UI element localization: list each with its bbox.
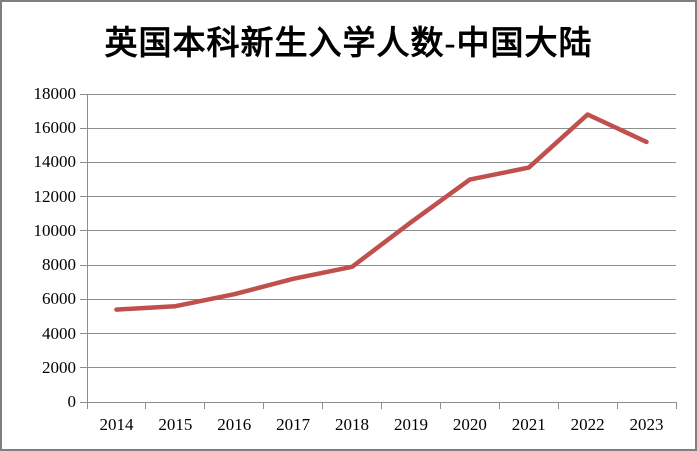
x-axis-tick <box>263 402 265 409</box>
x-axis-tick-label: 2019 <box>393 415 428 434</box>
x-axis-tick-label: 2018 <box>335 415 370 434</box>
y-axis-line <box>86 94 88 402</box>
line-series <box>114 112 649 312</box>
y-axis-tick <box>80 367 87 369</box>
y-axis-tick <box>80 161 87 163</box>
y-axis-tick-label: 18000 <box>33 84 77 103</box>
x-axis-tick-label: 2023 <box>629 415 664 434</box>
gridline <box>87 127 676 129</box>
y-axis-tick-label: 8000 <box>42 255 76 275</box>
chart-title: 英国本科新生入学人数-中国大陆 <box>104 26 593 62</box>
gridline <box>87 196 676 198</box>
y-axis-tick-label: 4000 <box>42 323 76 343</box>
y-axis-tick <box>80 298 87 300</box>
gridline <box>87 264 676 266</box>
x-axis-tick <box>498 402 500 409</box>
y-axis-tick-label: 12000 <box>33 186 77 206</box>
gridline <box>87 298 676 300</box>
x-axis-tick <box>322 402 324 409</box>
y-axis-tick <box>80 401 87 403</box>
y-axis-tick <box>80 93 87 95</box>
y-axis-tick-label: 10000 <box>33 220 77 240</box>
gridline <box>87 93 676 95</box>
x-axis-tick-label: 2016 <box>217 415 252 434</box>
x-axis-tick-label: 2021 <box>511 415 546 434</box>
enrollment-line <box>114 112 649 312</box>
y-axis-tick-label: 6000 <box>42 289 76 309</box>
y-axis-tick <box>80 333 87 335</box>
x-axis-tick <box>439 402 441 409</box>
y-axis-tick-label: 2000 <box>42 357 76 377</box>
x-axis-tick-label: 2017 <box>276 415 311 434</box>
plot-area <box>80 93 677 409</box>
x-axis-tick <box>381 402 382 409</box>
x-axis-tick <box>557 402 559 409</box>
x-axis-tick <box>675 402 677 409</box>
x-axis-tick-label: 2020 <box>452 415 487 434</box>
x-axis-tick-label: 2015 <box>158 415 193 434</box>
y-axis-tick <box>80 230 87 232</box>
gridline <box>87 230 676 232</box>
gridline <box>87 333 676 335</box>
y-axis-tick <box>80 264 87 266</box>
y-axis-tick-label: 16000 <box>33 118 77 138</box>
x-axis-tick-label: 2022 <box>570 415 605 434</box>
y-axis-tick <box>80 127 87 129</box>
x-axis-tick <box>145 402 147 409</box>
x-axis-tick-label: 2014 <box>99 415 134 434</box>
y-axis-tick-label: 14000 <box>33 152 77 172</box>
y-axis-tick <box>80 196 87 198</box>
x-axis-tick <box>616 402 618 409</box>
x-axis-tick <box>204 402 206 409</box>
x-axis-tick <box>86 402 88 409</box>
gridline <box>87 161 676 163</box>
y-axis-tick-label: 0 <box>67 392 77 411</box>
gridline <box>87 367 676 369</box>
